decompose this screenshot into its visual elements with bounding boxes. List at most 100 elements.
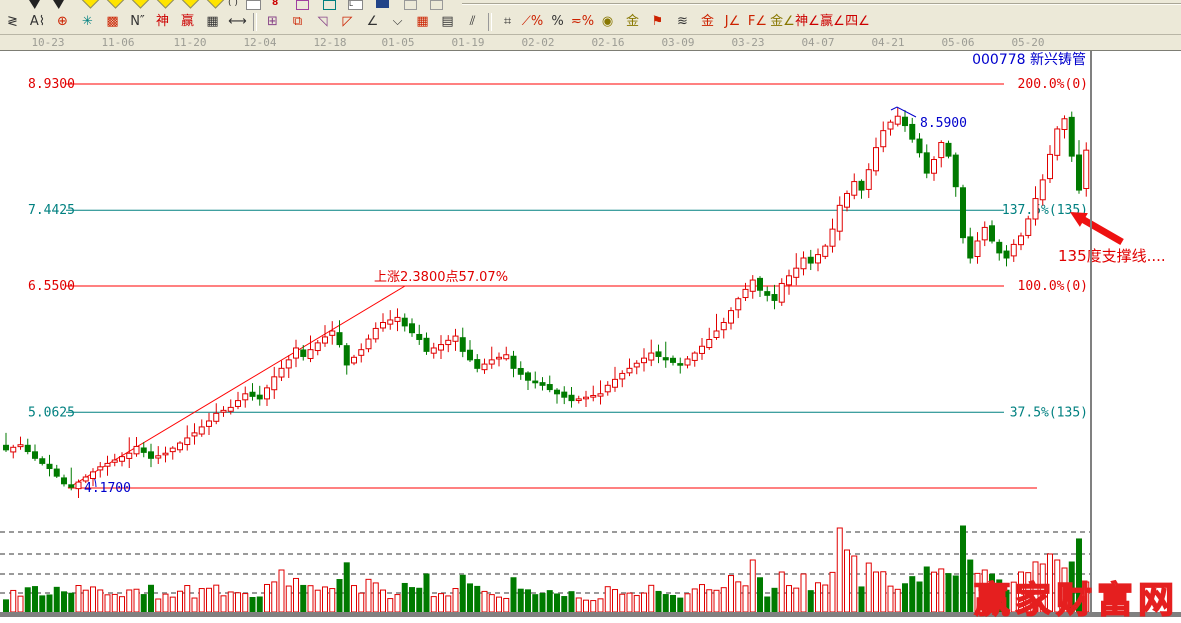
star-rays-icon[interactable]: ✳ bbox=[82, 14, 93, 29]
parallel-lines-icon[interactable]: ⫽ bbox=[469, 14, 476, 29]
candle-body bbox=[17, 444, 24, 448]
candle-body bbox=[960, 187, 966, 239]
volume-bar bbox=[177, 590, 183, 613]
gold-angle-icon[interactable]: 金∠ bbox=[770, 14, 795, 29]
chart-text-label: 135度支撑线.... bbox=[1058, 247, 1166, 265]
diamond-icon-clipped[interactable] bbox=[131, 0, 150, 9]
wave-box-icon[interactable]: ≋ bbox=[677, 14, 688, 29]
lines-grid-icon[interactable]: ▤ bbox=[441, 14, 454, 29]
candle-body bbox=[554, 389, 560, 395]
candle-body bbox=[952, 154, 959, 188]
date-tick-label: 03-09 bbox=[661, 36, 695, 49]
price-ruler-icon[interactable]: ⌗ bbox=[503, 14, 512, 29]
shen-tool-icon[interactable]: 神 bbox=[155, 14, 169, 29]
volume-bar bbox=[1076, 538, 1082, 613]
volume-bar bbox=[626, 592, 633, 613]
percent-slash-icon[interactable]: ⟋% bbox=[521, 14, 544, 29]
lbox-icon-clipped[interactable]: L bbox=[348, 0, 363, 10]
candle-body bbox=[1047, 153, 1053, 180]
fan-lines-icon[interactable]: ⧉ bbox=[292, 14, 303, 29]
candle-body bbox=[416, 333, 423, 340]
volume-bar bbox=[597, 598, 604, 613]
volume-bar bbox=[61, 591, 67, 613]
gann-box-icon[interactable]: ◹ bbox=[317, 14, 328, 29]
crosshair-circle-icon[interactable]: ⊕ bbox=[57, 14, 68, 29]
volume-bar bbox=[133, 588, 140, 613]
teal-icon-clipped[interactable] bbox=[323, 0, 336, 10]
volume-bar bbox=[409, 587, 415, 613]
percent-lines-icon[interactable]: ≂% bbox=[570, 14, 595, 29]
volume-bar bbox=[1003, 589, 1010, 613]
arrow-icon-clipped[interactable] bbox=[29, 0, 40, 9]
red8-icon-clipped[interactable]: 8 bbox=[272, 0, 279, 8]
volume-bar bbox=[488, 594, 495, 613]
candle-body bbox=[749, 279, 756, 292]
ying-angle-icon[interactable]: 赢∠ bbox=[820, 14, 845, 29]
j-angle-icon[interactable]: J∠ bbox=[724, 14, 741, 29]
volume-bar bbox=[256, 596, 263, 613]
volume-bar bbox=[39, 595, 46, 613]
volume-bar bbox=[68, 592, 75, 613]
gold-lines-icon[interactable]: 金 bbox=[625, 14, 639, 29]
candle-body bbox=[684, 358, 691, 366]
candle-body bbox=[873, 147, 879, 172]
candle-body bbox=[438, 344, 444, 351]
shen-angle-icon[interactable]: 神∠ bbox=[795, 14, 820, 29]
gann-rays-icon[interactable]: ◸ bbox=[342, 14, 353, 29]
angle-line-icon[interactable]: ∠ bbox=[366, 14, 379, 29]
volume-bar bbox=[815, 582, 821, 613]
purple-icon-clipped[interactable] bbox=[296, 0, 309, 10]
ying-tool-icon[interactable]: 赢 bbox=[180, 14, 194, 29]
ruler-grid-icon[interactable]: ▦ bbox=[206, 14, 219, 29]
chart-text-label: 上涨2.3800点57.07% bbox=[374, 270, 508, 285]
candle-body bbox=[1032, 198, 1039, 220]
f-angle-icon[interactable]: F∠ bbox=[747, 14, 768, 29]
diamond-icon-clipped[interactable] bbox=[206, 0, 225, 9]
date-tick-label: 04-07 bbox=[801, 36, 835, 49]
diamond-icon-clipped[interactable] bbox=[81, 0, 100, 9]
four-angle-icon[interactable]: 四∠ bbox=[845, 14, 870, 29]
candle-body bbox=[996, 241, 1003, 254]
volume-bar bbox=[300, 584, 307, 613]
flag-marker-icon[interactable]: ⚑ bbox=[651, 14, 664, 29]
candle-body bbox=[612, 378, 618, 388]
notation-icon[interactable]: Ν″ bbox=[130, 14, 145, 29]
chart-text-label: 200.0%(0) bbox=[1018, 77, 1088, 92]
frag-icon-clipped[interactable] bbox=[404, 0, 417, 10]
diamond-icon-clipped[interactable] bbox=[156, 0, 175, 9]
candle-body bbox=[641, 357, 647, 364]
box-grid-icon[interactable]: ⊞ bbox=[267, 14, 278, 29]
bottom-scroll-bar[interactable] bbox=[0, 612, 1181, 617]
candle-body bbox=[633, 362, 640, 368]
zigzag-icon[interactable]: ⌵ bbox=[392, 14, 403, 29]
diamond-icon-clipped[interactable] bbox=[106, 0, 125, 9]
volume-bar bbox=[575, 597, 582, 613]
diamond-icon-clipped[interactable] bbox=[181, 0, 200, 9]
date-tick-label: 04-21 bbox=[871, 36, 905, 49]
candle-body bbox=[488, 359, 495, 365]
volume-bar bbox=[503, 597, 510, 613]
measure-width-icon[interactable]: ⟷ bbox=[228, 14, 247, 29]
select-tool-icon[interactable]: ≷ bbox=[7, 14, 18, 29]
chart-canvas[interactable]: 8.9300 200.0%(0) 7.4425 137.5%(135) 6.5500 10… bbox=[0, 51, 1181, 622]
gold-box-icon[interactable]: 金 bbox=[700, 14, 714, 29]
candle-body bbox=[532, 380, 539, 384]
candle-body bbox=[242, 393, 249, 401]
paren-icon-clipped[interactable]: ( ) bbox=[228, 0, 238, 8]
text-annotation-icon[interactable]: A⌇ bbox=[29, 14, 46, 29]
frag-icon-clipped[interactable] bbox=[430, 0, 443, 10]
volume-bar bbox=[467, 583, 473, 613]
cursorbox-icon-clipped[interactable] bbox=[246, 0, 261, 10]
gold-circle-icon[interactable]: ◉ bbox=[601, 14, 614, 29]
grid-target-icon[interactable]: ▩ bbox=[106, 14, 119, 29]
volume-bar bbox=[162, 593, 169, 613]
red-grid-icon[interactable]: ▦ bbox=[416, 14, 429, 29]
arrow-icon-clipped[interactable] bbox=[53, 0, 64, 9]
navy-icon-clipped[interactable] bbox=[376, 0, 389, 8]
date-tick-label: 03-23 bbox=[731, 36, 765, 49]
percent-icon[interactable]: % bbox=[551, 14, 564, 29]
volume-bar bbox=[633, 595, 640, 613]
candle-body bbox=[53, 468, 60, 477]
candle-body bbox=[293, 347, 299, 359]
chart-text-label: 000778 新兴铸管 bbox=[972, 52, 1086, 68]
